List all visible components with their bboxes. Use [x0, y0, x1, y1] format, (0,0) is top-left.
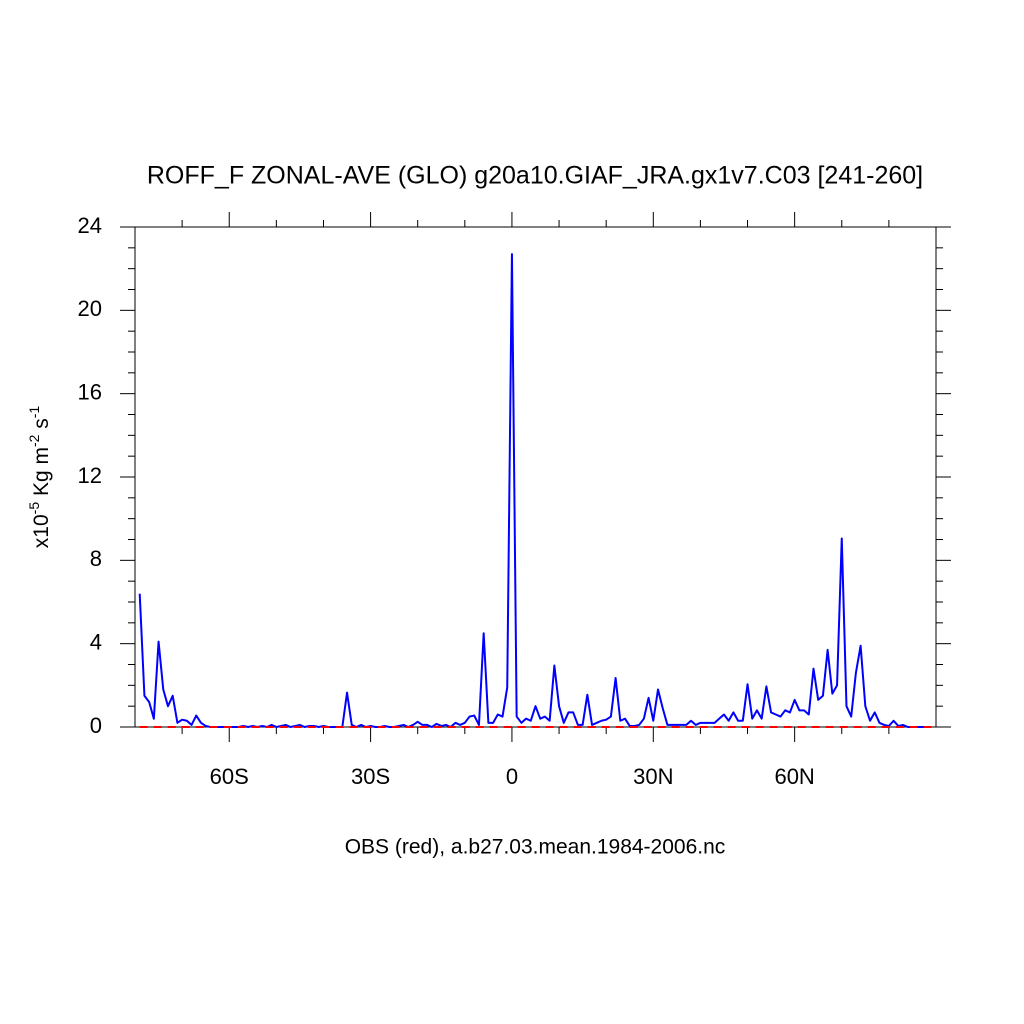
chart-title: ROFF_F ZONAL-AVE (GLO) g20a10.GIAF_JRA.g… — [147, 162, 923, 190]
y-axis-label-part: -1 — [26, 406, 42, 419]
x-tick-label: 30S — [351, 764, 390, 789]
y-axis-label-part: Kg m — [30, 447, 53, 502]
y-axis-label-part: s — [30, 418, 53, 434]
x-tick-label: 60N — [774, 764, 814, 789]
data-line — [138, 253, 932, 728]
x-tick-label: 0 — [506, 764, 518, 789]
y-tick-label: 20 — [78, 296, 102, 321]
x-axis-label: OBS (red), a.b27.03.mean.1984-2006.nc — [345, 836, 726, 859]
y-axis-label-part: -5 — [26, 502, 42, 515]
y-tick-label: 4 — [90, 629, 102, 654]
y-axis-label-part: -2 — [26, 434, 42, 447]
y-axis-label-part: x10 — [30, 514, 53, 548]
y-tick-label: 12 — [78, 463, 102, 488]
y-tick-label: 0 — [90, 713, 102, 738]
x-tick-label: 60S — [210, 764, 249, 789]
y-tick-label: 8 — [90, 546, 102, 571]
x-tick-label: 30N — [633, 764, 673, 789]
y-tick-label: 24 — [78, 213, 102, 238]
y-tick-label: 16 — [78, 379, 102, 404]
y-axis-label: x10-5 Kg m-2 s-1 — [26, 406, 53, 549]
